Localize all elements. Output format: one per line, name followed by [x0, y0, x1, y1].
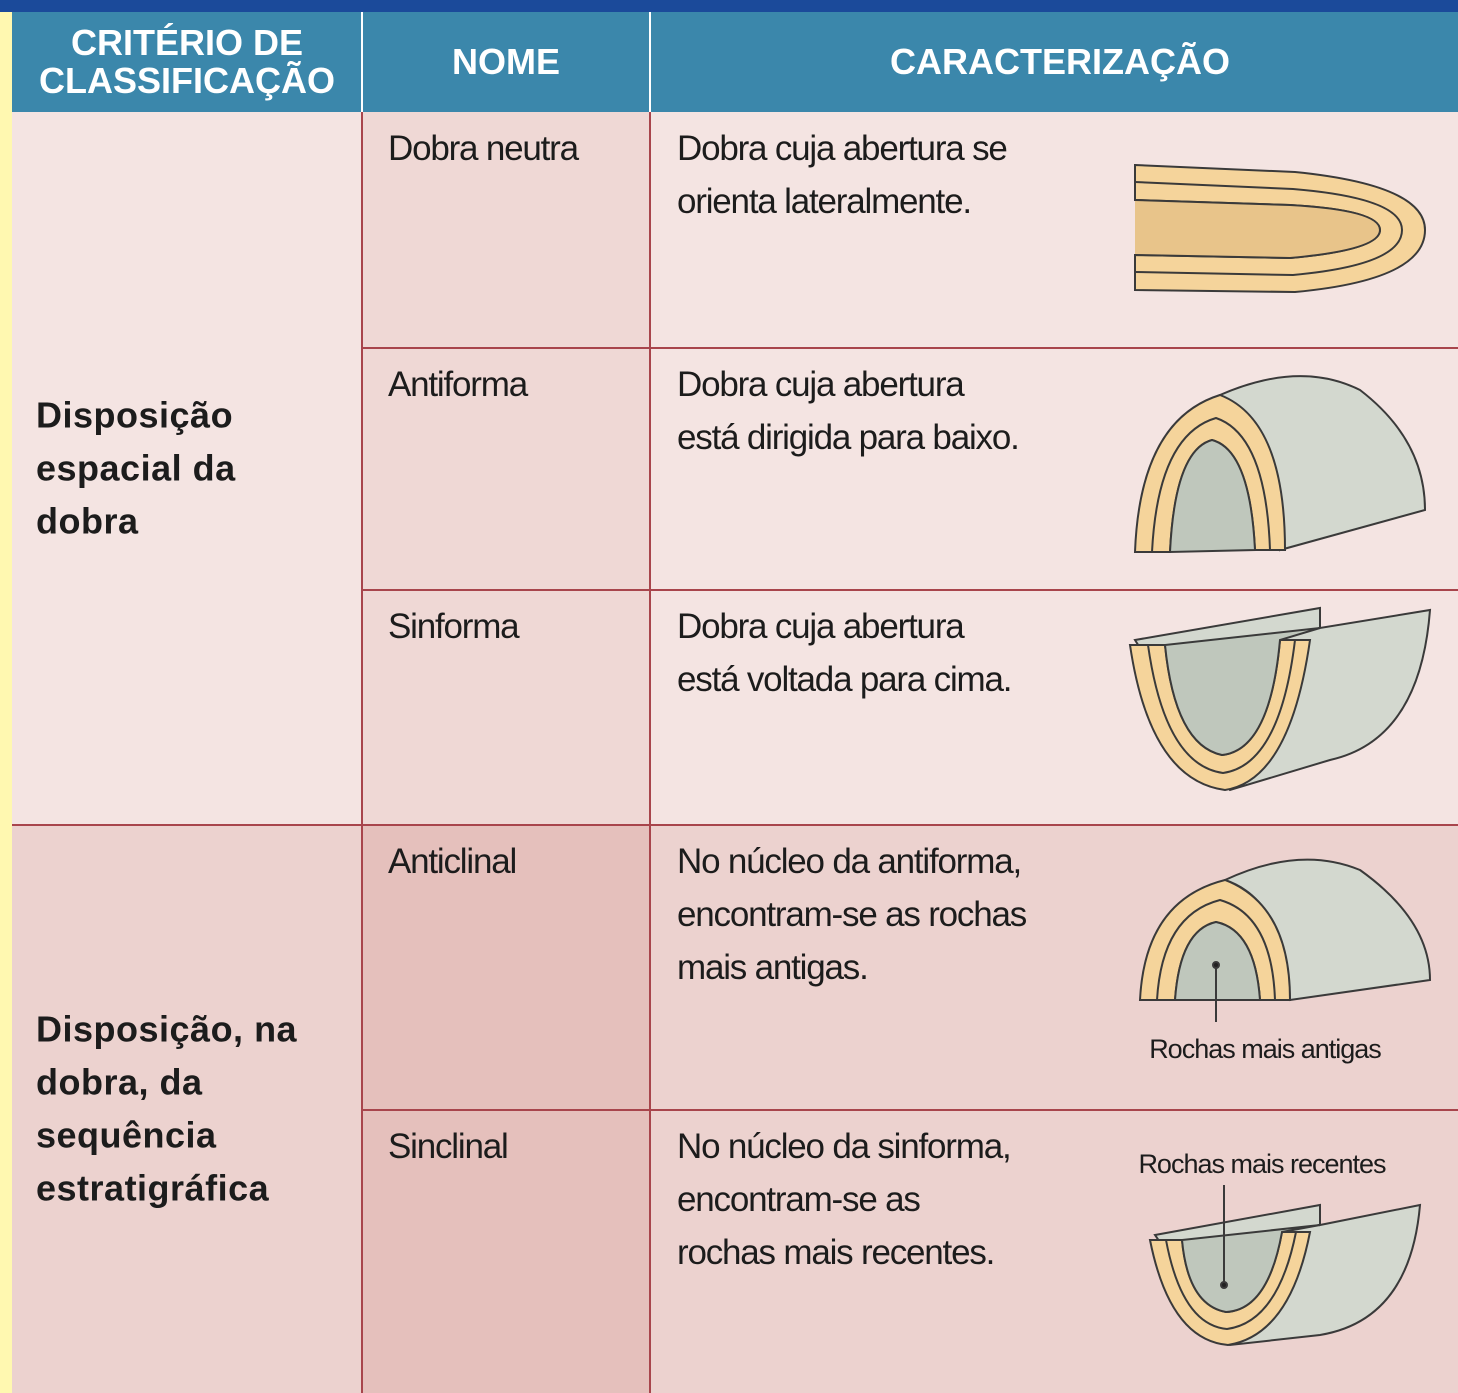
cell-bg	[12, 825, 362, 1393]
fold-name: Anticlinal	[388, 842, 516, 881]
description: orienta lateralmente.	[677, 182, 971, 221]
left-strip	[0, 0, 12, 1393]
criterion: sequência	[36, 1115, 217, 1156]
illustrations	[1128, 163, 1432, 1347]
description: encontram-se as rochas	[677, 895, 1027, 934]
criterion: estratigráfica	[36, 1168, 270, 1209]
criterion: dobra	[36, 501, 139, 542]
figure-label: Rochas mais antigas	[1149, 1034, 1381, 1064]
criterion: espacial da	[36, 448, 236, 489]
fold-name: Antiforma	[388, 365, 529, 404]
criterion: Disposição, na	[36, 1009, 298, 1050]
description: Dobra cuja abertura	[677, 365, 965, 404]
description: mais antigas.	[677, 948, 868, 987]
grid	[12, 12, 1458, 1393]
top-bar	[0, 0, 1458, 12]
description: está voltada para cima.	[677, 660, 1011, 699]
description: Dobra cuja abertura	[677, 607, 965, 646]
description: está dirigida para baixo.	[677, 418, 1019, 457]
figure-label: Rochas mais recentes	[1138, 1149, 1386, 1179]
fold-name: Sinforma	[388, 607, 520, 646]
header-row	[12, 12, 1458, 112]
description: encontram-se as	[677, 1180, 920, 1219]
fold-name: Sinclinal	[388, 1127, 508, 1166]
header-cell: CARACTERIZAÇÃO	[890, 40, 1230, 82]
description: rochas mais recentes.	[677, 1233, 994, 1272]
cell-bg	[362, 112, 650, 825]
description: Dobra cuja abertura se	[677, 129, 1007, 168]
header-cell: NOME	[452, 41, 560, 82]
fold-name: Dobra neutra	[388, 129, 580, 168]
description: No núcleo da sinforma,	[677, 1127, 1011, 1166]
description: No núcleo da antiforma,	[677, 842, 1021, 881]
criterion: Disposição	[36, 395, 233, 436]
cell-bg	[12, 112, 362, 825]
criterion: dobra, da	[36, 1062, 203, 1103]
header-cell: CRITÉRIO DE	[71, 22, 303, 63]
header-cell: CLASSIFICAÇÃO	[39, 59, 335, 101]
